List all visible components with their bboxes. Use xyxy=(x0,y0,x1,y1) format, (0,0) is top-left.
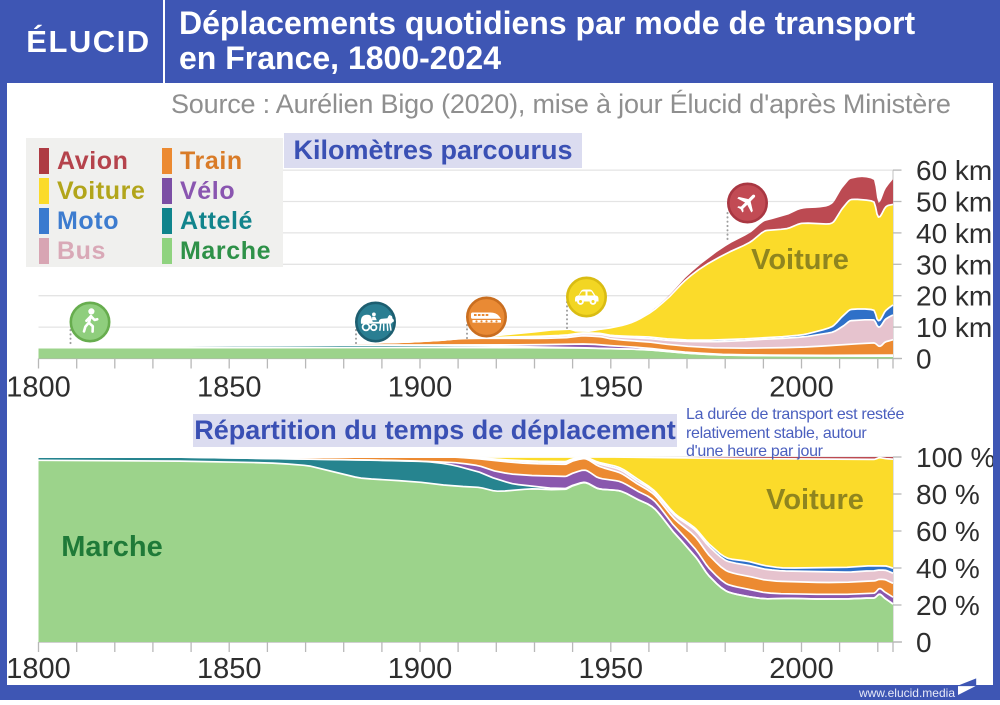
svg-text:30 km: 30 km xyxy=(916,249,992,280)
svg-text:40 %: 40 % xyxy=(916,553,980,584)
svg-text:1800: 1800 xyxy=(6,653,71,685)
svg-text:60 %: 60 % xyxy=(916,516,980,547)
svg-text:1850: 1850 xyxy=(197,372,262,404)
svg-text:1900: 1900 xyxy=(388,653,453,685)
svg-text:1950: 1950 xyxy=(579,372,644,404)
svg-text:40 km: 40 km xyxy=(916,218,992,249)
svg-text:1900: 1900 xyxy=(388,372,453,404)
svg-text:Marche: Marche xyxy=(61,531,163,563)
svg-text:Voiture: Voiture xyxy=(766,484,864,516)
svg-text:1800: 1800 xyxy=(6,372,71,404)
svg-text:50 km: 50 km xyxy=(916,187,992,218)
svg-text:1850: 1850 xyxy=(197,653,262,685)
svg-text:Voiture: Voiture xyxy=(751,244,849,276)
svg-text:80 %: 80 % xyxy=(916,479,980,510)
svg-text:60 km: 60 km xyxy=(916,155,992,186)
svg-text:100 %: 100 % xyxy=(916,442,995,473)
svg-text:0: 0 xyxy=(916,627,932,658)
svg-text:20 km: 20 km xyxy=(916,281,992,312)
svg-text:1950: 1950 xyxy=(579,653,644,685)
svg-text:0: 0 xyxy=(916,344,932,375)
svg-text:2000: 2000 xyxy=(769,653,834,685)
svg-text:20 %: 20 % xyxy=(916,590,980,621)
svg-text:10 km: 10 km xyxy=(916,312,992,343)
svg-text:2000: 2000 xyxy=(769,372,834,404)
